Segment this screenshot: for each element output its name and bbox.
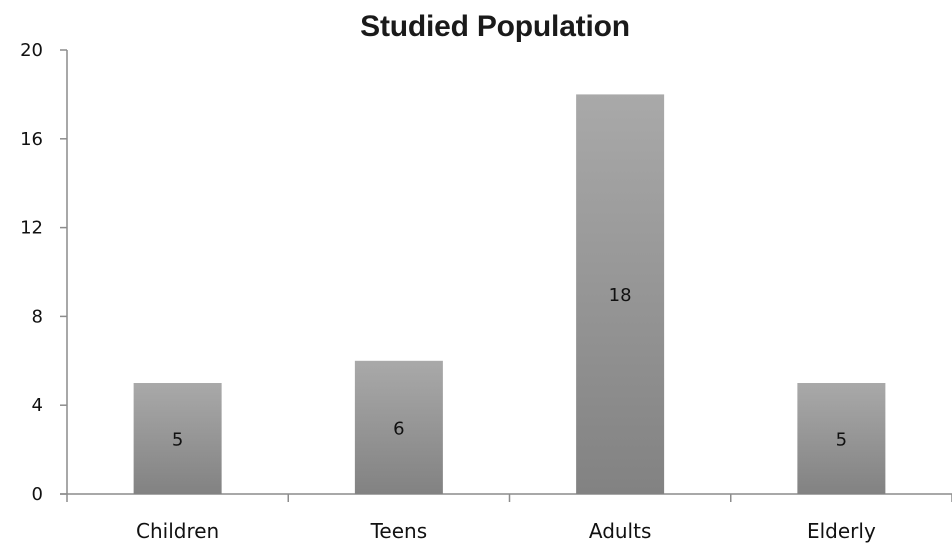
bar-teens <box>354 360 443 494</box>
bar-elderly <box>797 383 886 494</box>
x-tick-label-children: Children <box>136 519 219 543</box>
y-tick-label: 20 <box>20 40 43 61</box>
data-label-teens: 6 <box>393 418 404 439</box>
y-tick-label: 8 <box>32 306 43 327</box>
data-label-adults: 18 <box>609 285 632 306</box>
bar-adults <box>576 94 665 495</box>
y-tick-label: 12 <box>20 218 43 239</box>
x-tick-label-adults: Adults <box>589 519 652 543</box>
chart-title: Studied Population <box>360 10 630 43</box>
bar-children <box>133 383 222 494</box>
data-label-children: 5 <box>172 430 183 451</box>
y-tick-label: 16 <box>20 129 43 150</box>
x-tick-label-teens: Teens <box>370 519 428 543</box>
y-tick-label: 0 <box>32 484 43 505</box>
x-tick-label-elderly: Elderly <box>807 519 876 543</box>
data-label-elderly: 5 <box>836 430 847 451</box>
y-tick-label: 4 <box>32 395 43 416</box>
